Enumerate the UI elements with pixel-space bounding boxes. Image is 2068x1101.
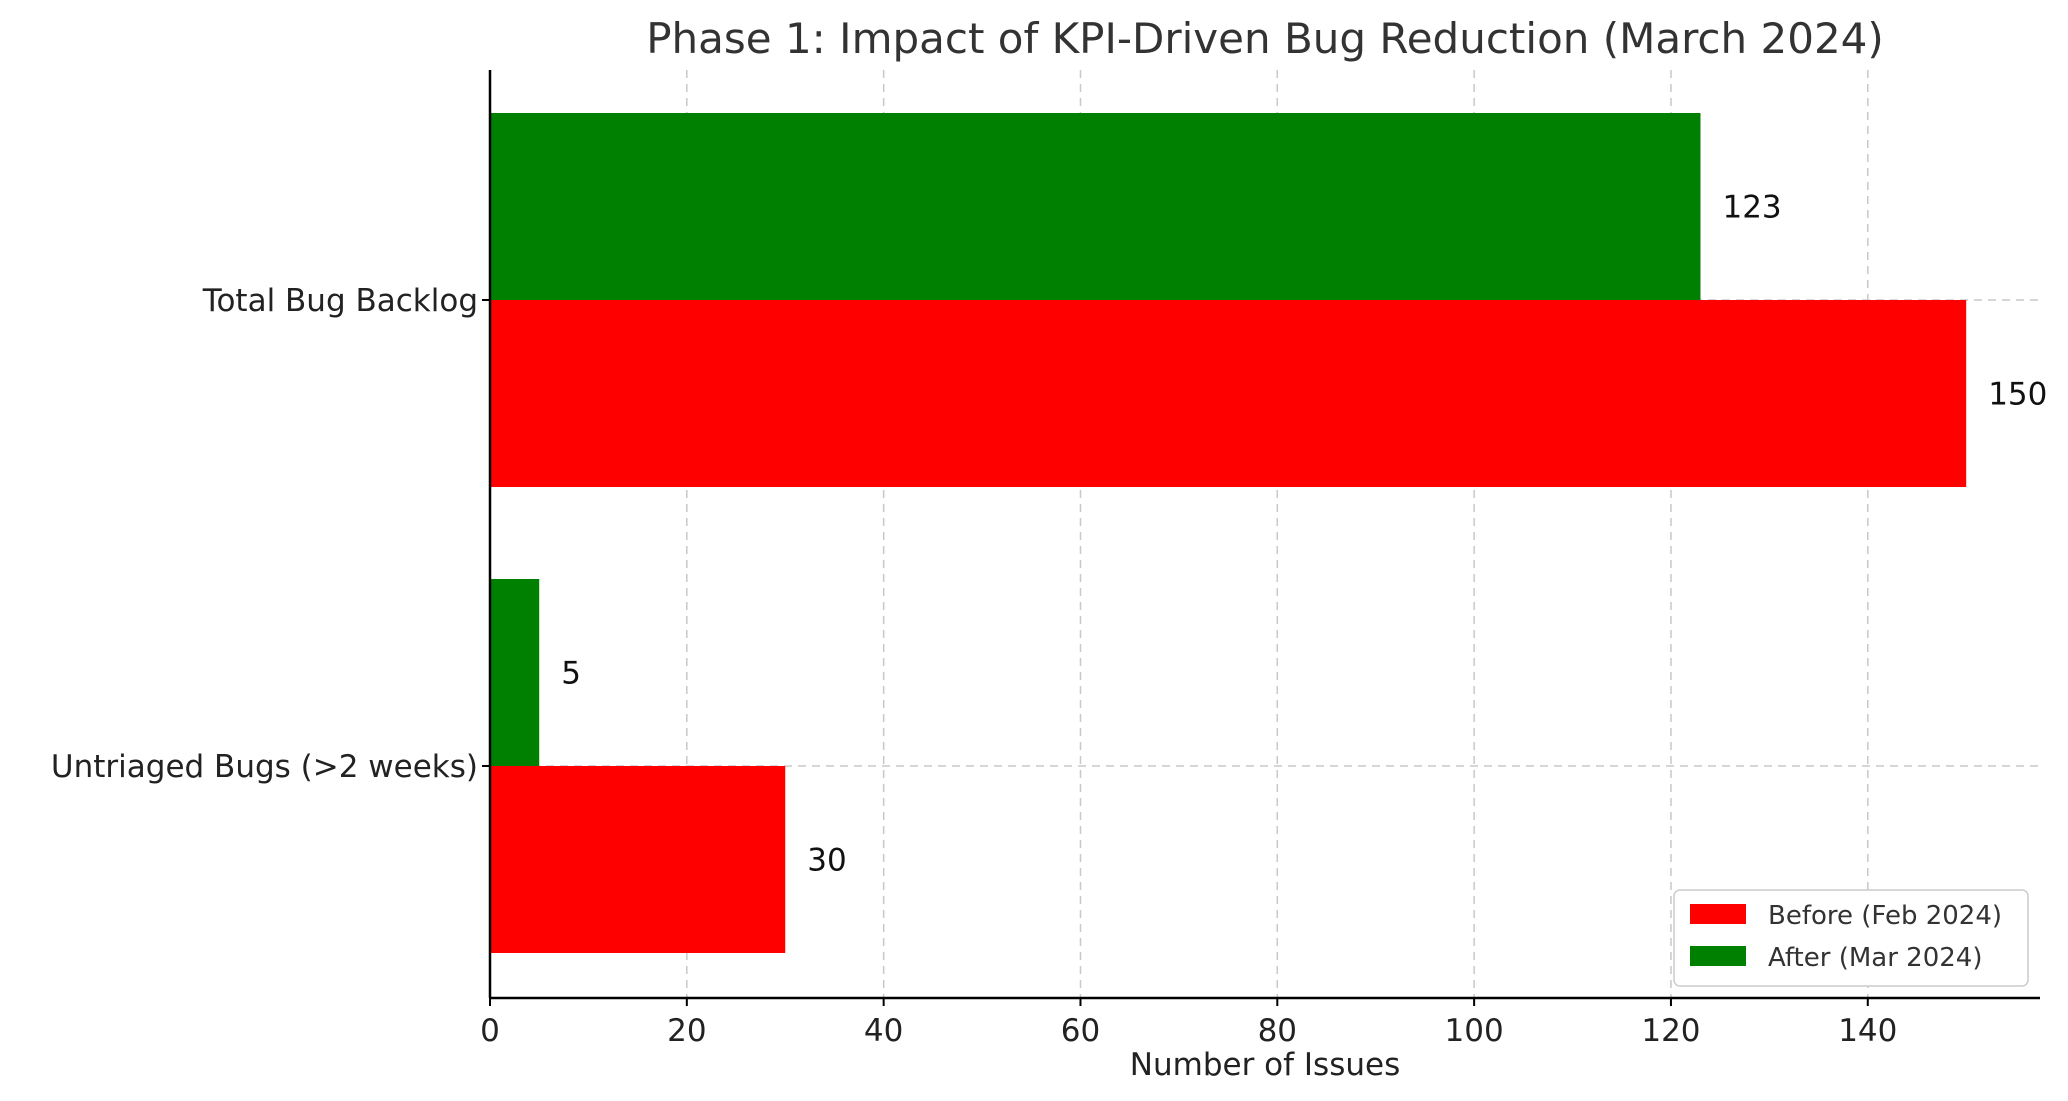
- x-tick-label: 80: [1258, 1013, 1297, 1049]
- legend-label-before: Before (Feb 2024): [1768, 901, 2002, 931]
- category-label: Total Bug Backlog: [202, 283, 478, 319]
- category-labels: Total Bug Backlog Untriaged Bugs (>2 week…: [51, 283, 490, 785]
- bar-before-untriaged: [490, 766, 786, 953]
- data-labels: 150 123 30 5: [561, 190, 2047, 879]
- x-axis-ticks: 0 20 40 60 80 100 120 140: [480, 998, 1897, 1049]
- bar-value-label: 150: [1988, 377, 2047, 413]
- x-tick-label: 100: [1445, 1013, 1504, 1049]
- bar-value-label: 5: [561, 656, 581, 692]
- axes: [488, 70, 2040, 1000]
- legend-swatch-after: [1690, 946, 1746, 966]
- x-tick-label: 140: [1838, 1013, 1897, 1049]
- x-tick-label: 120: [1641, 1013, 1700, 1049]
- bar-after-untriaged: [490, 579, 540, 766]
- legend: Before (Feb 2024) After (Mar 2024): [1673, 889, 2029, 987]
- legend-label-after: After (Mar 2024): [1768, 943, 1982, 973]
- bars: [490, 113, 1967, 953]
- legend-swatch-before: [1690, 904, 1746, 924]
- legend-box: [1673, 889, 2029, 987]
- category-label: Untriaged Bugs (>2 weeks): [51, 749, 478, 785]
- bar-value-label: 30: [807, 843, 846, 879]
- chart-title: Phase 1: Impact of KPI-Driven Bug Reduct…: [646, 14, 1884, 63]
- x-tick-label: 20: [667, 1013, 706, 1049]
- bar-after-total-backlog: [490, 113, 1701, 300]
- x-axis-title: Number of Issues: [1130, 1047, 1400, 1083]
- bar-value-label: 123: [1722, 190, 1781, 226]
- x-tick-label: 60: [1061, 1013, 1100, 1049]
- x-tick-label: 0: [480, 1013, 500, 1049]
- bar-before-total-backlog: [490, 300, 1967, 487]
- x-tick-label: 40: [864, 1013, 903, 1049]
